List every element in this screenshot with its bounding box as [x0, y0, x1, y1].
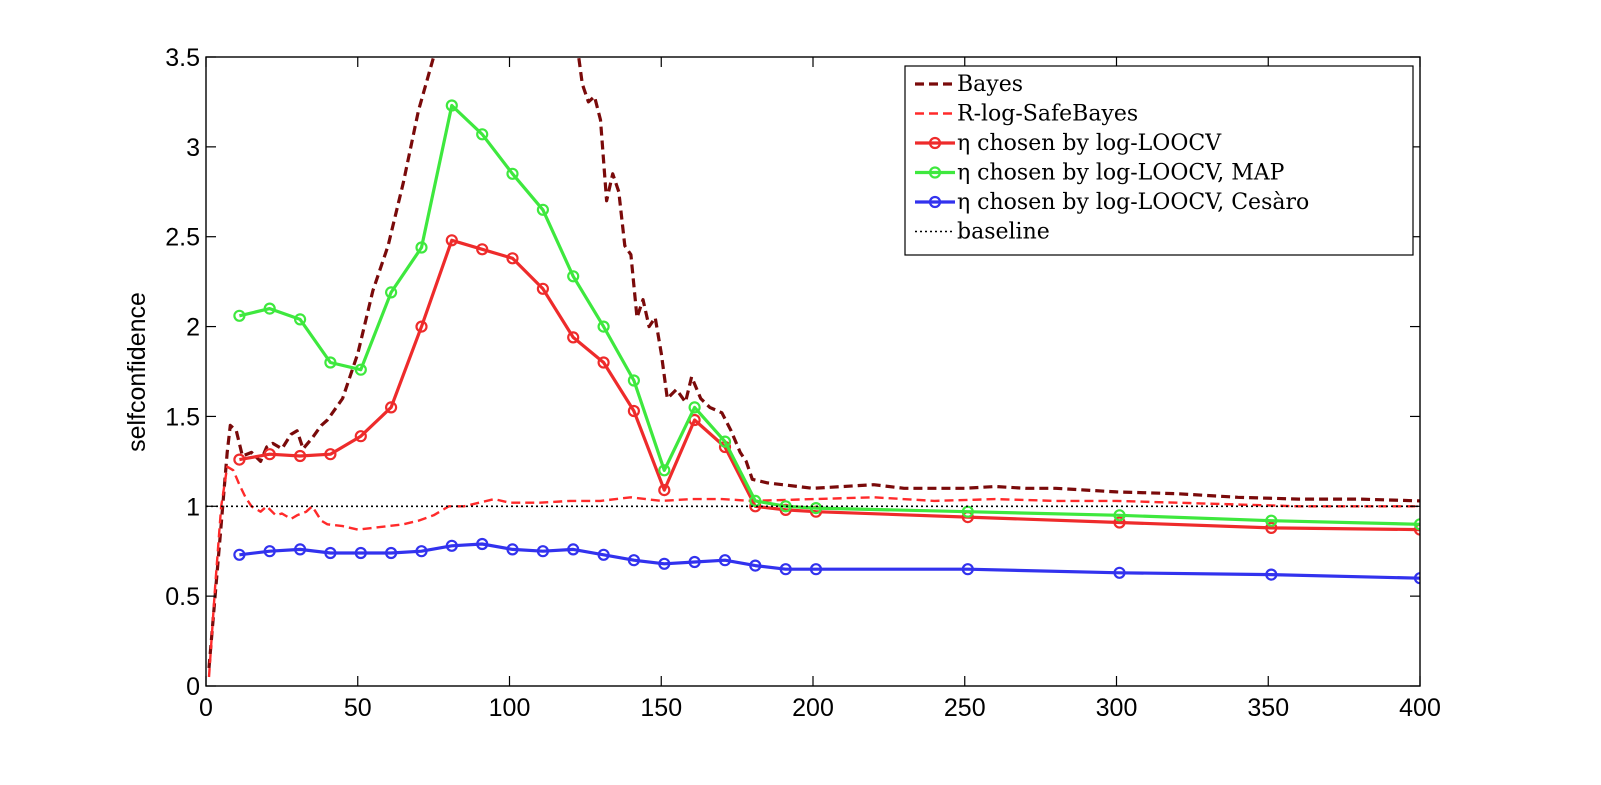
series-4-marker [294, 543, 307, 556]
series-2-marker [324, 448, 337, 461]
axes-layer: 0 50 100 150 200 250 300 350 400 0 0.5 1 1.5 2 2.5 3 3.5 [165, 44, 1441, 722]
series-3-marker [476, 128, 489, 141]
series-4-marker [627, 554, 641, 567]
y-tick-label: 0.5 [165, 583, 200, 611]
series-3-marker [385, 286, 398, 299]
legend-box [904, 65, 1414, 256]
series-3-marker [718, 435, 732, 448]
y-tick-label: 1 [186, 493, 200, 521]
series-2-marker [658, 484, 671, 497]
series-4-marker [324, 546, 337, 560]
series-3-marker [597, 320, 610, 333]
series-3-marker [506, 167, 519, 180]
series-3-marker [658, 464, 671, 477]
series-3-marker [688, 401, 701, 414]
legend-label: R-log-SafeBayes [957, 102, 1138, 127]
x-tick-label: 200 [792, 694, 834, 722]
series-4-marker [536, 545, 550, 558]
series-2-marker [263, 448, 276, 461]
series-2-marker [385, 401, 398, 414]
series-3-marker [749, 494, 762, 507]
y-tick-label: 0 [186, 673, 200, 701]
series-4-marker [354, 546, 367, 560]
series-4-marker [506, 543, 519, 556]
series-3-marker [354, 363, 367, 376]
series-4-marker [1113, 566, 1126, 579]
series-3-marker [536, 203, 550, 216]
legend-label: baseline [957, 220, 1050, 245]
series-3-marker [233, 309, 246, 322]
series-4-marker [779, 563, 792, 576]
legend-label: η chosen by log-LOOCV [957, 131, 1222, 156]
series-2-marker [597, 356, 610, 369]
x-tick-label: 300 [1096, 694, 1138, 722]
y-axis-title: selfconfidence [123, 292, 151, 452]
series-4-marker [749, 559, 762, 572]
series-line-1 [207, 465, 1420, 678]
series-4-marker [415, 545, 428, 558]
series-2-marker [233, 453, 246, 466]
series-4-marker [1265, 568, 1278, 581]
legend-label: η chosen by log-LOOCV, MAP [957, 161, 1285, 186]
series-2-marker [567, 331, 580, 344]
series-2-marker [1113, 516, 1126, 529]
y-tick-label: 3 [186, 134, 200, 162]
series-2-marker [536, 282, 550, 295]
series-2-marker [627, 404, 641, 418]
series-4-marker [567, 543, 580, 556]
series-4-marker [961, 563, 974, 576]
legend-marker [928, 195, 942, 209]
legend-marker [928, 166, 942, 179]
x-tick-label: 350 [1247, 694, 1289, 722]
series-3-marker [779, 500, 792, 513]
series-layer [206, 57, 1420, 678]
series-4-marker [718, 554, 732, 567]
series-line-0 [207, 57, 1420, 669]
x-tick-label: 150 [640, 694, 682, 722]
series-3-marker [1413, 518, 1420, 531]
series-3-marker [1113, 509, 1126, 522]
series-2-marker [1413, 523, 1420, 536]
series-4-marker [476, 537, 489, 551]
series-2-marker [506, 252, 519, 265]
series-2-marker [445, 234, 458, 247]
series-4-marker [809, 563, 823, 576]
legend-label: η chosen by log-LOOCV, Cesàro [957, 190, 1309, 215]
series-4-marker [658, 557, 671, 570]
series-4-marker [597, 548, 610, 561]
series-4-marker [263, 545, 276, 558]
series-2-marker [294, 449, 307, 463]
y-tick-label: 1.5 [165, 403, 200, 431]
series-3-marker [809, 502, 823, 515]
y-tick-label: 2 [186, 314, 200, 342]
x-tick-label: 50 [344, 694, 372, 722]
series-3-marker [415, 241, 428, 254]
y-tick-label: 2.5 [165, 224, 200, 252]
series-4-marker [1413, 572, 1420, 585]
x-tick-label: 0 [199, 694, 213, 722]
series-2-marker [415, 320, 428, 333]
series-4-marker [385, 546, 398, 560]
series-3-marker [627, 374, 641, 387]
x-tick-label: 100 [489, 694, 531, 722]
legend-marker [928, 136, 942, 150]
legend-label: Bayes [957, 72, 1023, 97]
series-3-marker [294, 313, 307, 326]
series-3-marker [324, 356, 337, 369]
series-2-marker [354, 430, 367, 443]
series-2-marker [1265, 521, 1278, 535]
series-3-marker [263, 302, 276, 315]
series-4-marker [688, 555, 701, 569]
x-tick-label: 400 [1399, 694, 1441, 722]
legend: Bayes R-log-SafeBayes η chosen by log-LOOC… [904, 65, 1414, 256]
series-3-marker [1265, 514, 1278, 527]
y-tick-label: 3.5 [165, 44, 200, 72]
series-3-marker [567, 270, 580, 283]
x-tick-label: 250 [944, 694, 986, 722]
series-3-marker [445, 99, 458, 112]
series-4-marker [233, 548, 246, 561]
series-4-marker [445, 539, 458, 552]
series-2-marker [476, 243, 489, 256]
